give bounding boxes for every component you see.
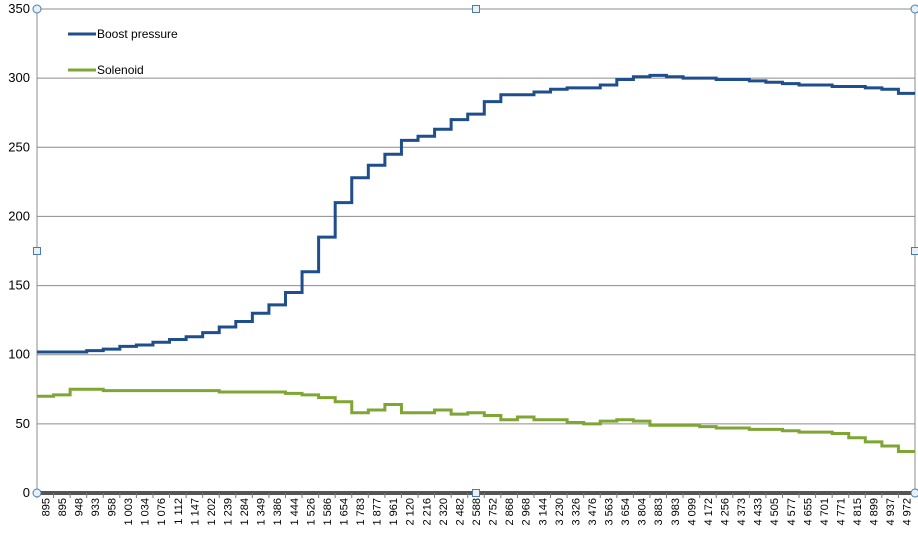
x-tick-label: 1 034 (140, 498, 152, 526)
side-handle[interactable] (34, 248, 41, 255)
x-tick-label: 3 883 (653, 498, 665, 526)
x-tick-label: 3 144 (537, 498, 549, 526)
selection-handles[interactable] (33, 5, 918, 497)
series-line (37, 75, 915, 352)
y-tick-label: 200 (8, 208, 30, 223)
corner-handle[interactable] (911, 5, 918, 13)
x-axis-ticks: 895 895 948 933 958 1 003 1 034 1 076 1 112 1 147… (37, 493, 914, 526)
x-tick-label: 2 968 (521, 498, 533, 526)
x-tick-label: 2 120 (405, 498, 417, 526)
x-tick-label: 1 284 (239, 498, 251, 526)
x-tick-label: 3 654 (620, 498, 632, 526)
x-tick-label: 4 577 (786, 498, 798, 526)
x-tick-label: 1 444 (289, 498, 301, 526)
y-tick-label: 250 (8, 139, 30, 154)
x-tick-label: 4 937 (885, 498, 897, 526)
x-tick-label: 3 230 (554, 498, 566, 526)
x-tick-label: 2 752 (488, 498, 500, 526)
x-tick-label: 3 983 (670, 498, 682, 526)
y-tick-label: 50 (16, 416, 30, 431)
x-tick-label: 4 433 (753, 498, 765, 526)
legend-label: Solenoid (97, 63, 144, 77)
legend: Boost pressure Solenoid (68, 27, 178, 77)
x-tick-label: 895 (40, 498, 52, 516)
x-tick-label: 2 868 (504, 498, 516, 526)
y-tick-label: 300 (8, 70, 30, 85)
x-tick-label: 1 526 (305, 498, 317, 526)
x-tick-label: 1 783 (355, 498, 367, 526)
x-tick-label: 2 216 (421, 498, 433, 526)
x-tick-label: 4 373 (736, 498, 748, 526)
side-handle[interactable] (473, 6, 480, 13)
x-tick-label: 3 326 (570, 498, 582, 526)
x-tick-label: 2 320 (438, 498, 450, 526)
y-tick-label: 350 (8, 1, 30, 16)
x-tick-label: 2 482 (454, 498, 466, 526)
x-tick-label: 1 147 (189, 498, 201, 526)
x-tick-label: 948 (73, 498, 85, 516)
x-tick-label: 4 815 (852, 498, 864, 526)
x-tick-label: 4 256 (719, 498, 731, 526)
legend-label: Boost pressure (97, 27, 178, 41)
x-tick-label: 4 701 (819, 498, 831, 526)
y-tick-label: 100 (8, 347, 30, 362)
x-tick-label: 958 (107, 498, 119, 516)
x-tick-label: 933 (90, 498, 102, 516)
x-tick-label: 1 003 (123, 498, 135, 526)
x-tick-label: 4 505 (769, 498, 781, 526)
series-lines (37, 75, 915, 451)
y-axis-ticks: 0 50 100 150 200 250 300 350 (8, 1, 30, 500)
x-tick-label: 4 172 (703, 498, 715, 526)
y-tick-label: 0 (23, 485, 30, 500)
x-tick-label: 895 (57, 498, 69, 516)
x-tick-label: 1 961 (388, 498, 400, 526)
x-tick-label: 4 655 (802, 498, 814, 526)
corner-handle[interactable] (911, 489, 918, 497)
x-tick-label: 1 877 (372, 498, 384, 526)
series-line (37, 389, 915, 451)
x-tick-label: 3 476 (587, 498, 599, 526)
x-tick-label: 4 099 (686, 498, 698, 526)
gridlines (37, 9, 915, 424)
x-tick-label: 1 076 (156, 498, 168, 526)
x-tick-label: 4 771 (835, 498, 847, 526)
x-tick-label: 4 972 (902, 498, 914, 526)
x-tick-label: 1 202 (206, 498, 218, 526)
x-tick-label: 1 112 (173, 498, 185, 525)
corner-handle[interactable] (33, 5, 41, 13)
x-tick-label: 2 588 (471, 498, 483, 526)
x-tick-label: 1 386 (272, 498, 284, 526)
x-tick-label: 1 239 (223, 498, 235, 526)
side-handle[interactable] (473, 490, 480, 497)
x-tick-label: 1 349 (256, 498, 268, 526)
x-tick-label: 3 563 (604, 498, 616, 526)
x-tick-label: 3 804 (637, 498, 649, 526)
y-tick-label: 150 (8, 278, 30, 293)
side-handle[interactable] (912, 248, 918, 255)
corner-handle[interactable] (33, 489, 41, 497)
x-tick-label: 1 586 (322, 498, 334, 526)
x-tick-label: 4 899 (869, 498, 881, 526)
x-tick-label: 1 654 (338, 498, 350, 526)
